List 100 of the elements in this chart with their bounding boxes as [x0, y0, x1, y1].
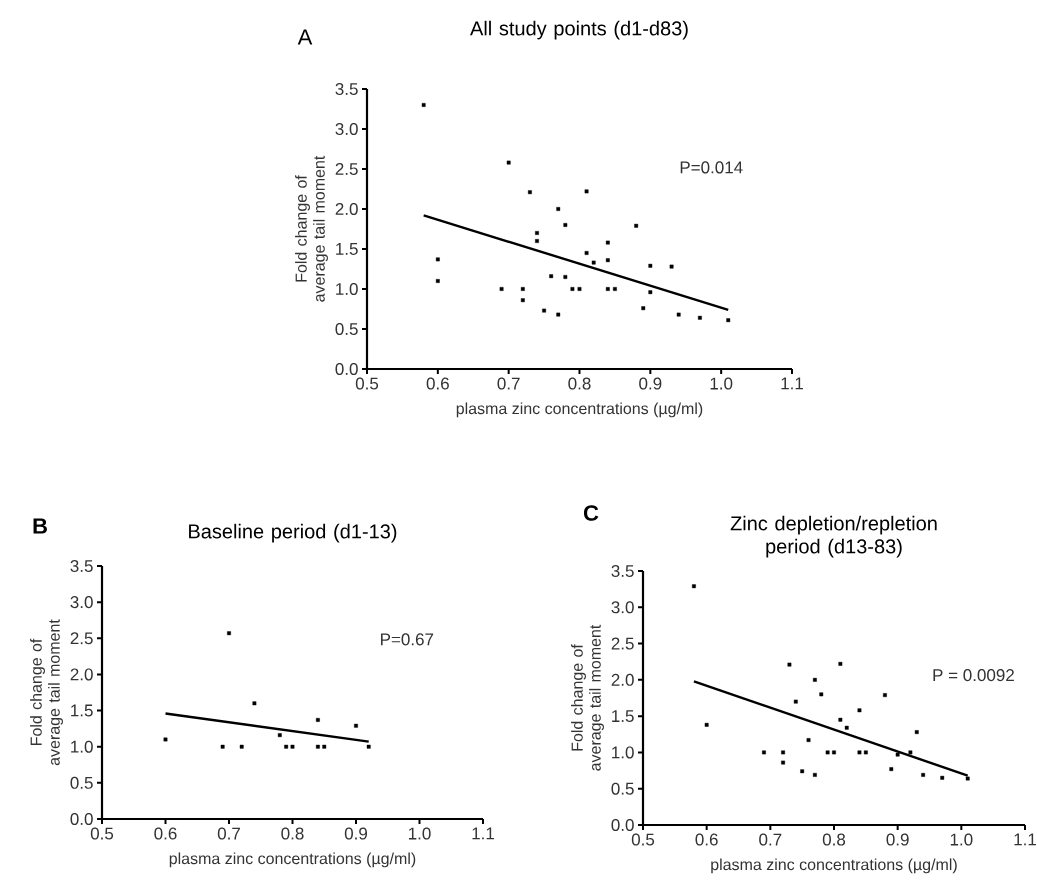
- point: [584, 251, 589, 255]
- point: [316, 718, 320, 722]
- x-tick-label: 0.8: [568, 377, 591, 390]
- point: [895, 752, 900, 757]
- y-tick-label: 0.0: [70, 812, 93, 826]
- point: [354, 723, 358, 728]
- point: [883, 693, 887, 697]
- x-tick-label: 0.9: [344, 827, 368, 840]
- annotation: P=0.014: [680, 161, 743, 174]
- y-tick-label: 0.0: [335, 362, 358, 376]
- point: [692, 584, 696, 589]
- point: [435, 279, 440, 283]
- point: [857, 708, 862, 713]
- point: [252, 701, 257, 706]
- y-tick-label: 3.5: [70, 559, 93, 573]
- x-tick-label: 0.8: [822, 833, 846, 846]
- point: [889, 767, 894, 772]
- point: [669, 264, 674, 269]
- point: [914, 730, 919, 734]
- point: [577, 287, 582, 291]
- x-tick-label: 1.0: [408, 827, 431, 840]
- x-tick-label: 0.7: [759, 833, 782, 846]
- point: [290, 744, 295, 749]
- point: [322, 744, 327, 749]
- y-tick-label: 2.5: [335, 162, 358, 176]
- point: [435, 257, 440, 262]
- point: [793, 699, 798, 704]
- y-tick-label: 3.0: [70, 596, 93, 609]
- y-tick-label: 0.0: [611, 818, 634, 832]
- point: [542, 308, 546, 313]
- x-tick-label: 1.0: [710, 377, 733, 390]
- text: C: [583, 505, 599, 521]
- point: [277, 733, 282, 738]
- point: [605, 258, 610, 263]
- y-axis-title: Fold change of average tail moment: [295, 155, 328, 302]
- point: [535, 231, 539, 235]
- point: [520, 298, 525, 303]
- point: [563, 223, 568, 227]
- point: [284, 744, 289, 749]
- point: [591, 260, 596, 265]
- y-tick-label: 2.0: [70, 668, 93, 681]
- point: [726, 318, 731, 323]
- point: [520, 287, 525, 291]
- point: [857, 750, 862, 755]
- point: [863, 750, 868, 755]
- y-tick-label: 3.5: [335, 82, 358, 96]
- x-tick-label: 1.1: [1014, 833, 1036, 846]
- point: [813, 773, 817, 777]
- annotation: P=0.67: [381, 633, 434, 646]
- x-tick-label: 0.6: [154, 827, 177, 840]
- y-tick-label: 1.0: [71, 740, 93, 753]
- point: [605, 240, 610, 245]
- point: [908, 750, 913, 755]
- text: B: [33, 518, 47, 534]
- point: [676, 312, 681, 317]
- y-tick-label: 3.0: [611, 601, 634, 614]
- x-tick-label: 0.8: [281, 827, 304, 840]
- y-tick-label: 0.5: [335, 322, 358, 336]
- point: [605, 287, 610, 291]
- point: [813, 677, 817, 682]
- point: [220, 744, 225, 749]
- point: [239, 744, 244, 749]
- y-axis-title: Fold change of average tail moment: [30, 619, 63, 766]
- point: [563, 275, 568, 279]
- point: [556, 207, 561, 211]
- y-tick-label: 0.5: [70, 776, 93, 789]
- point: [584, 189, 589, 194]
- y-tick-label: 2.5: [70, 632, 93, 645]
- point: [762, 750, 766, 755]
- x-tick-label: 0.6: [695, 833, 718, 846]
- x-axis-title: plasma zinc concentrations (µg/ml): [169, 852, 416, 868]
- point: [838, 661, 843, 666]
- point: [787, 662, 792, 667]
- point: [535, 239, 539, 243]
- chart-title: All study points (d1-d83): [470, 20, 688, 40]
- text: A: [297, 29, 313, 45]
- point: [940, 775, 945, 780]
- point: [648, 290, 653, 295]
- x-tick-label: 0.7: [217, 827, 240, 840]
- y-axis-title: Fold change of average tail moment: [571, 624, 604, 771]
- point: [421, 103, 426, 107]
- point: [366, 744, 371, 749]
- point: [800, 769, 805, 774]
- point: [965, 776, 970, 781]
- y-tick-label: 2.5: [611, 637, 634, 650]
- y-tick-label: 1.5: [71, 704, 93, 717]
- point: [704, 722, 709, 727]
- x-tick-label: 0.9: [639, 377, 662, 390]
- point: [556, 312, 561, 317]
- y-tick-label: 2.0: [611, 673, 634, 686]
- point: [227, 631, 231, 636]
- y-tick-label: 1.0: [612, 746, 634, 759]
- y-tick-label: 1.5: [336, 243, 358, 255]
- y-tick-label: 2.0: [335, 202, 358, 216]
- y-tick-label: 1.0: [336, 282, 358, 296]
- x-tick-label: 1.1: [781, 377, 803, 390]
- x-tick-label: 0.5: [90, 827, 114, 840]
- point: [634, 223, 639, 228]
- point: [163, 737, 168, 742]
- y-tick-label: 3.5: [611, 564, 634, 578]
